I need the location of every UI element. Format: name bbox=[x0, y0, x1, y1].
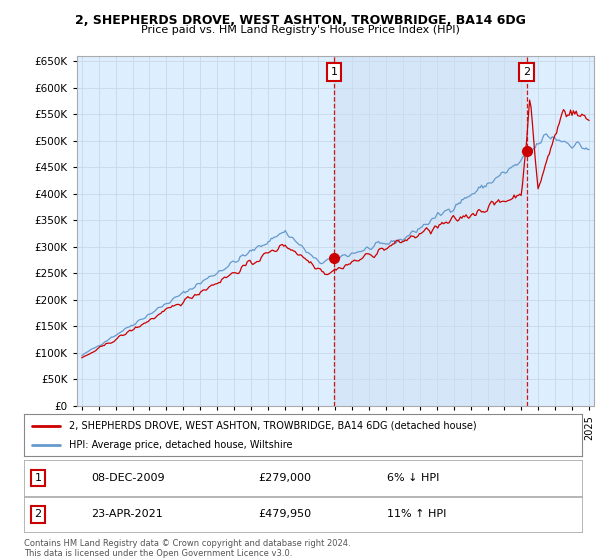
Text: 23-APR-2021: 23-APR-2021 bbox=[91, 510, 163, 519]
Text: HPI: Average price, detached house, Wiltshire: HPI: Average price, detached house, Wilt… bbox=[68, 440, 292, 450]
Text: 2: 2 bbox=[523, 67, 530, 77]
Text: 08-DEC-2009: 08-DEC-2009 bbox=[91, 473, 164, 483]
Text: 1: 1 bbox=[331, 67, 338, 77]
Text: £479,950: £479,950 bbox=[259, 510, 311, 519]
Text: 2: 2 bbox=[34, 510, 41, 519]
Text: £279,000: £279,000 bbox=[259, 473, 311, 483]
Text: 11% ↑ HPI: 11% ↑ HPI bbox=[387, 510, 446, 519]
Text: 6% ↓ HPI: 6% ↓ HPI bbox=[387, 473, 439, 483]
Text: Contains HM Land Registry data © Crown copyright and database right 2024.
This d: Contains HM Land Registry data © Crown c… bbox=[24, 539, 350, 558]
Text: 2, SHEPHERDS DROVE, WEST ASHTON, TROWBRIDGE, BA14 6DG (detached house): 2, SHEPHERDS DROVE, WEST ASHTON, TROWBRI… bbox=[68, 421, 476, 431]
Text: 1: 1 bbox=[34, 473, 41, 483]
Text: Price paid vs. HM Land Registry's House Price Index (HPI): Price paid vs. HM Land Registry's House … bbox=[140, 25, 460, 35]
Text: 2, SHEPHERDS DROVE, WEST ASHTON, TROWBRIDGE, BA14 6DG: 2, SHEPHERDS DROVE, WEST ASHTON, TROWBRI… bbox=[74, 14, 526, 27]
Bar bbox=[334, 56, 527, 406]
